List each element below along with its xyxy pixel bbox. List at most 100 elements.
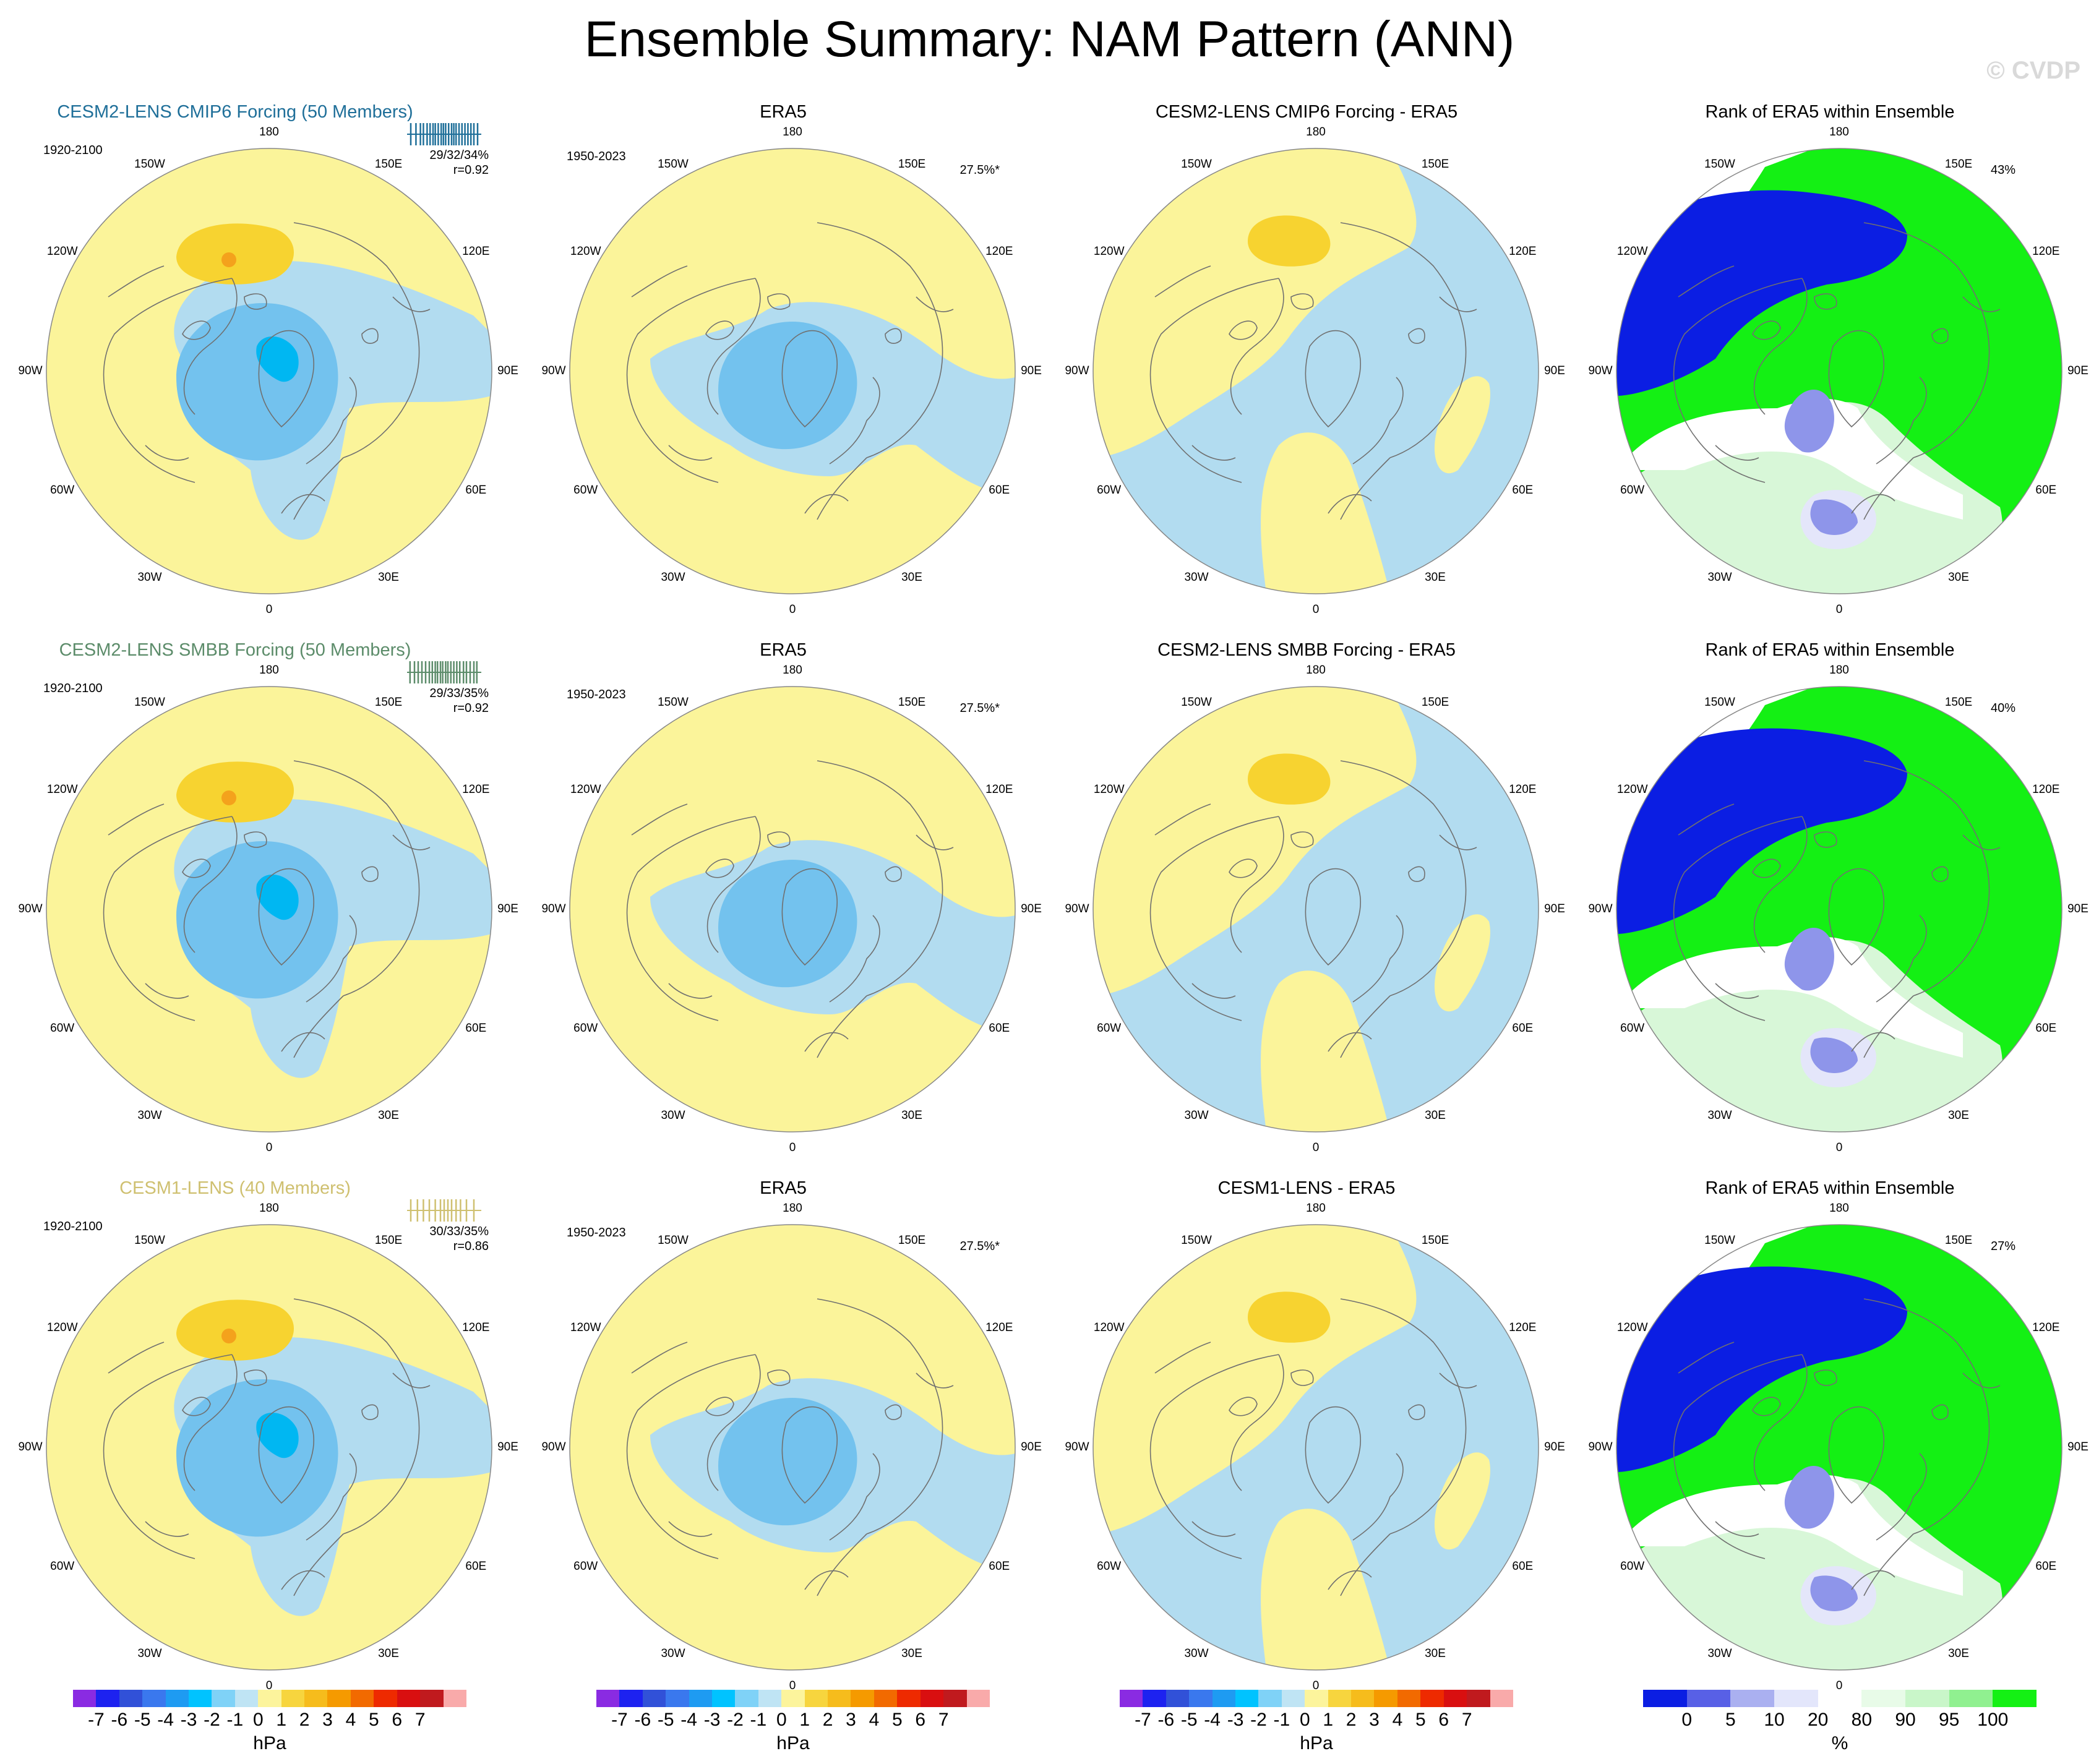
lon-label: 150W bbox=[1704, 1233, 1735, 1247]
lon-label: 180 bbox=[1829, 1202, 1849, 1215]
lon-label: 120W bbox=[1093, 783, 1125, 796]
lon-label: 60W bbox=[1097, 1022, 1122, 1035]
map-svg bbox=[46, 1199, 492, 1671]
coastline bbox=[1715, 445, 1759, 461]
coastline bbox=[1673, 816, 1808, 1021]
coastline bbox=[1408, 328, 1425, 344]
coastline bbox=[258, 868, 314, 966]
polar-map bbox=[1616, 148, 2063, 594]
positive-region bbox=[1434, 914, 1490, 1012]
rank-panel: Rank of ERA5 within Ensemble 180 150E 120E 9… bbox=[1588, 634, 2088, 1166]
variance-pct: 27.5%* bbox=[959, 1240, 1000, 1253]
colorbar-swatch bbox=[666, 1690, 689, 1707]
colorbar-swatch bbox=[828, 1690, 851, 1707]
colorbar-tick-label: 3 bbox=[322, 1710, 333, 1730]
lon-label: 120W bbox=[1616, 783, 1648, 796]
lon-label: 120W bbox=[1616, 1321, 1648, 1334]
coastline bbox=[361, 328, 379, 344]
lon-label: 30W bbox=[1184, 1109, 1209, 1123]
positive-region bbox=[158, 1056, 244, 1111]
lon-label: 60E bbox=[465, 1560, 487, 1573]
coastline bbox=[631, 1342, 688, 1374]
lon-label: 90E bbox=[1021, 1441, 1042, 1454]
colorbar-swatches bbox=[1120, 1690, 1513, 1707]
coastline bbox=[626, 816, 761, 1021]
lon-label: 150W bbox=[1181, 695, 1212, 709]
coastline bbox=[1863, 760, 1990, 1058]
lon-label: 150E bbox=[374, 1233, 403, 1247]
coastline bbox=[1149, 1354, 1284, 1559]
colorbar-swatch bbox=[1774, 1690, 1818, 1707]
rank-pct: 43% bbox=[1990, 163, 2015, 177]
stats-label: 30/33/35% bbox=[429, 1225, 489, 1238]
colorbar-swatch bbox=[327, 1690, 351, 1707]
coastline bbox=[392, 1372, 431, 1389]
colorbar-tick-label: 7 bbox=[414, 1710, 426, 1730]
coastline bbox=[1851, 1453, 1927, 1590]
lon-label: 30W bbox=[661, 571, 685, 584]
lon-label: 30W bbox=[1707, 1647, 1732, 1661]
map-border bbox=[1616, 148, 2063, 594]
colorbar-tick-label: 7 bbox=[938, 1710, 949, 1730]
colorbar-tick-label: 6 bbox=[915, 1710, 926, 1730]
colorbar-swatch bbox=[1905, 1690, 1949, 1707]
lon-label: 30E bbox=[901, 1109, 922, 1123]
stats-label: 29/32/34% bbox=[429, 148, 489, 162]
lon-label: 60W bbox=[1620, 484, 1645, 497]
lon-label: 150W bbox=[1181, 157, 1212, 171]
lon-label: 0 bbox=[1312, 1679, 1320, 1692]
coastline bbox=[626, 278, 761, 483]
lon-label: 60E bbox=[989, 484, 1010, 497]
coastline bbox=[804, 915, 880, 1052]
colorbar-swatch bbox=[596, 1690, 620, 1707]
lon-label: 0 bbox=[789, 1141, 796, 1154]
colorbar-swatch bbox=[1643, 1690, 1687, 1707]
positive-core bbox=[1248, 753, 1331, 805]
lon-label: 150E bbox=[1944, 695, 1973, 709]
lon-label: 90W bbox=[1588, 364, 1613, 377]
lon-label: 30W bbox=[137, 1647, 162, 1661]
lon-label: 60W bbox=[1097, 484, 1122, 497]
coastline bbox=[1931, 328, 1949, 344]
positive-region bbox=[1434, 1452, 1490, 1550]
coastline bbox=[145, 983, 189, 999]
lon-label: 60W bbox=[50, 1560, 75, 1573]
colorbar-tick-label: -1 bbox=[750, 1710, 767, 1730]
colorbar-swatch bbox=[1120, 1690, 1143, 1707]
colorbar-tick-label: -1 bbox=[226, 1710, 244, 1730]
colorbar-tick-label: 0 bbox=[776, 1710, 787, 1730]
lon-label: 0 bbox=[1312, 1141, 1320, 1154]
coastline bbox=[885, 328, 902, 344]
lon-label: 30W bbox=[137, 1109, 162, 1123]
map-svg bbox=[1092, 686, 1539, 1132]
lon-label: 150W bbox=[658, 157, 689, 171]
colorbar-unit: hPa bbox=[776, 1733, 810, 1753]
coastline bbox=[781, 330, 838, 428]
colorbar-swatches bbox=[1643, 1690, 2037, 1707]
lon-label: 30W bbox=[1184, 571, 1209, 584]
map-svg bbox=[569, 1224, 1016, 1671]
colorbar-swatch bbox=[804, 1690, 828, 1707]
colorbar-unit: % bbox=[1831, 1733, 1848, 1753]
lon-label: 150E bbox=[374, 695, 403, 709]
coastline bbox=[885, 1404, 902, 1420]
lon-label: 30E bbox=[901, 1647, 922, 1661]
lon-label: 150W bbox=[134, 695, 165, 709]
lon-label: 120W bbox=[46, 783, 78, 796]
hpa-colorbar-model: -7 -6 -5 -4 -3 -2 -1 0 1 2 3 4 5 6 7 hPa bbox=[73, 1690, 466, 1764]
colorbar-swatch bbox=[851, 1690, 874, 1707]
figure-title: Ensemble Summary: NAM Pattern (ANN) bbox=[584, 11, 1515, 67]
map-svg bbox=[46, 661, 492, 1132]
colorbar-tick-label: -4 bbox=[680, 1710, 697, 1730]
coastline bbox=[361, 1404, 379, 1420]
period-label: 1920-2100 bbox=[43, 682, 103, 695]
polar-map bbox=[46, 1224, 492, 1671]
coastline bbox=[1814, 293, 1837, 310]
lon-label: 90W bbox=[18, 902, 43, 915]
negative-core bbox=[718, 860, 857, 988]
coastline bbox=[1408, 866, 1425, 882]
coastline bbox=[258, 330, 314, 428]
coastline bbox=[293, 1298, 420, 1596]
map-border bbox=[569, 148, 1016, 594]
